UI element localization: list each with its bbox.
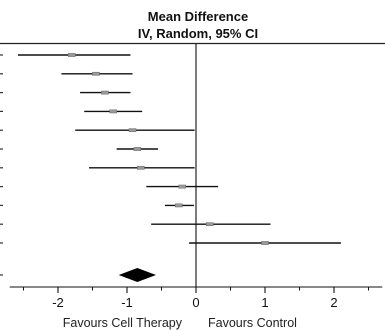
- pooled-estimate: [118, 268, 156, 282]
- study-point-estimate: [175, 203, 183, 208]
- x-tick-label: 2: [330, 295, 337, 310]
- study-point-estimate: [109, 109, 117, 114]
- x-tick-label: -2: [52, 295, 64, 310]
- study-point-estimate: [137, 165, 145, 170]
- study-point-estimate: [128, 128, 137, 133]
- study-rows: [17, 53, 341, 245]
- row-markers: [0, 54, 3, 276]
- favours-right-label: Favours Control: [208, 316, 297, 330]
- study-point-estimate: [133, 147, 142, 151]
- study-point-estimate: [261, 241, 269, 245]
- study-point-estimate: [101, 90, 109, 95]
- study-point-estimate: [206, 222, 214, 227]
- x-tick-label: 0: [192, 295, 199, 310]
- x-axis-ticks: -2 -1 0 1 2: [23, 287, 369, 310]
- chart-subtitle: IV, Random, 95% CI: [138, 26, 258, 41]
- study-point-estimate: [92, 71, 100, 76]
- x-tick-label: 1: [261, 295, 268, 310]
- favours-left-label: Favours Cell Therapy: [63, 316, 183, 330]
- study-point-estimate: [68, 53, 76, 57]
- chart-title: Mean Difference: [148, 9, 248, 24]
- x-tick-label: -1: [121, 295, 133, 310]
- pooled-diamond: [118, 268, 156, 282]
- study-point-estimate: [178, 184, 186, 189]
